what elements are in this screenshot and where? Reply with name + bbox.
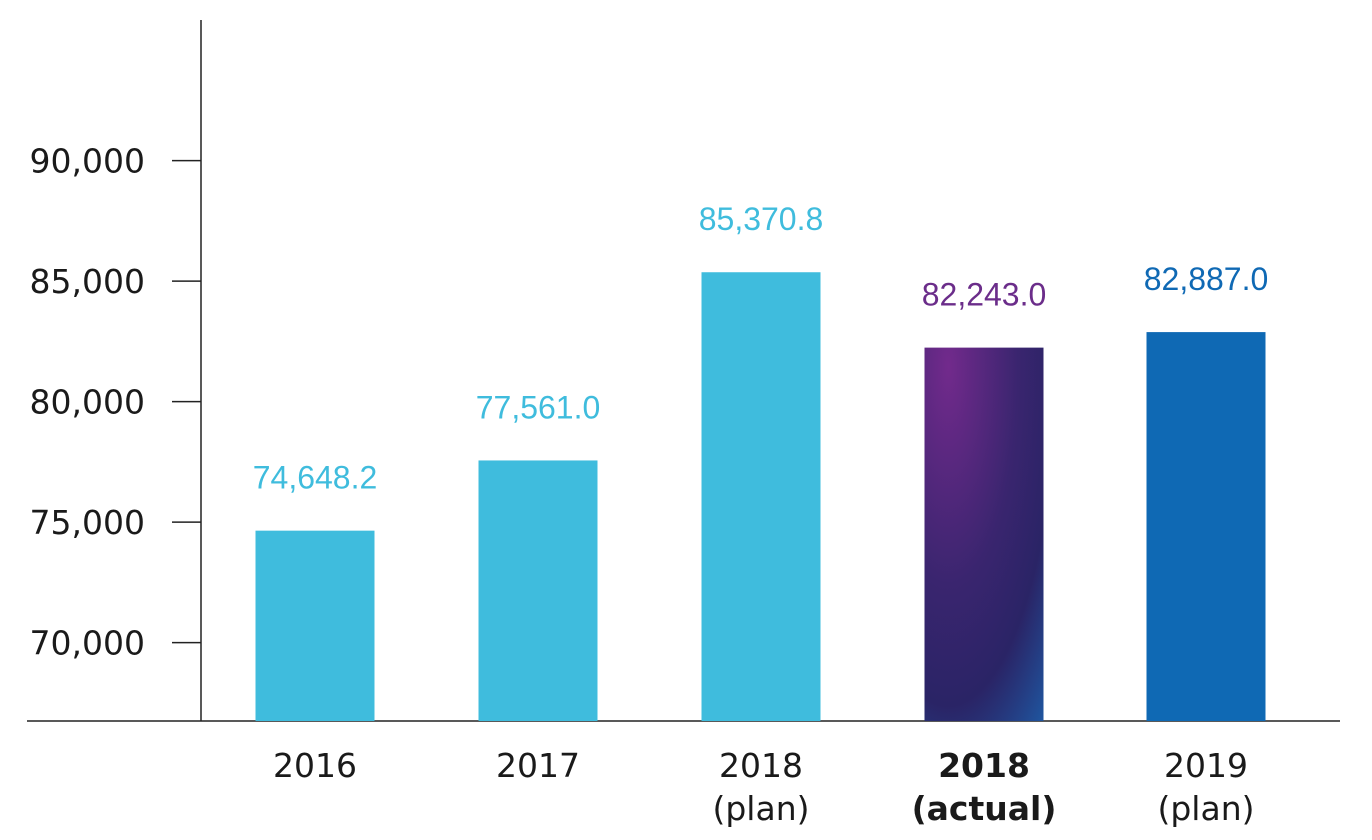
x-tick-label: 2019 xyxy=(1164,746,1248,785)
x-tick-label: 2018 xyxy=(938,746,1030,785)
x-tick-label: 2018 xyxy=(719,746,803,785)
x-tick-label-line2: (plan) xyxy=(1157,789,1254,828)
data-label: 82,243.0 xyxy=(922,277,1047,313)
data-label: 82,887.0 xyxy=(1144,261,1269,297)
axes xyxy=(27,20,1340,722)
y-tick-label: 85,000 xyxy=(30,262,145,301)
y-tick-label: 90,000 xyxy=(30,142,145,181)
bar xyxy=(1146,332,1266,721)
x-tick-label: 2016 xyxy=(273,746,357,785)
data-label: 74,648.2 xyxy=(253,460,378,496)
bar xyxy=(924,347,1044,721)
y-tick-label: 75,000 xyxy=(30,503,145,542)
y-tick-label: 80,000 xyxy=(30,383,145,422)
data-label: 85,370.8 xyxy=(699,201,824,237)
bar xyxy=(255,530,375,721)
data-label: 77,561.0 xyxy=(476,389,601,425)
x-tick-label: 2017 xyxy=(496,746,580,785)
bar xyxy=(478,460,598,721)
x-tick-label-line2: (actual) xyxy=(912,789,1057,828)
bar xyxy=(701,272,821,721)
x-tick-label-line2: (plan) xyxy=(712,789,809,828)
y-tick-label: 70,000 xyxy=(30,624,145,663)
